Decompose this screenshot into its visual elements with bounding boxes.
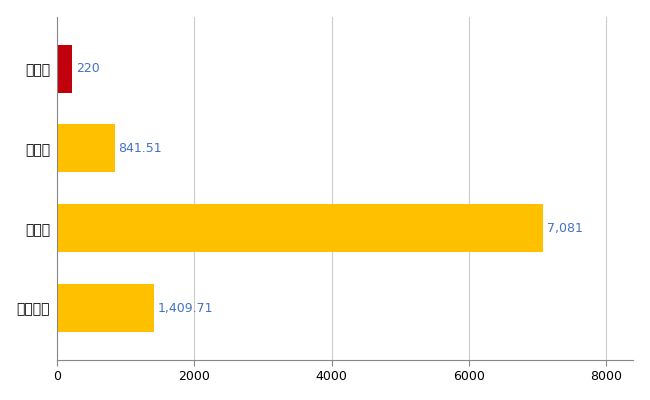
Bar [57,204,543,252]
Text: 7,081: 7,081 [547,222,582,235]
Bar [57,45,72,92]
Text: 841.51: 841.51 [118,142,162,155]
Bar [57,284,154,332]
Bar [57,124,115,172]
Text: 220: 220 [76,62,99,75]
Text: 1,409.71: 1,409.71 [157,302,213,314]
